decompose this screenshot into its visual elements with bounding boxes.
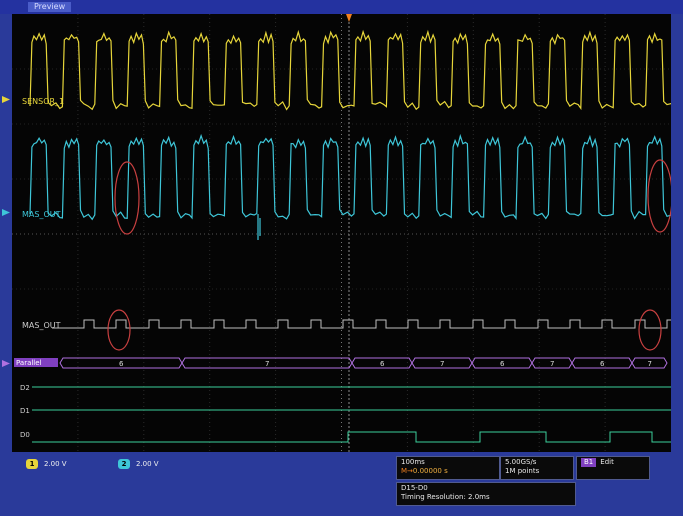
ch1-number-icon: 1: [26, 459, 38, 469]
ch2-ground-marker[interactable]: [2, 209, 10, 216]
bus-segment: [181, 357, 353, 369]
highlight-markers: [107, 159, 671, 351]
trigger-position-icon[interactable]: [346, 14, 352, 22]
ch1-waveform: [29, 29, 671, 111]
ch1-ground-marker[interactable]: [2, 96, 10, 103]
d-mas-label: MAS_OUT: [22, 321, 61, 330]
graticule: [12, 14, 671, 452]
bus-chip-label: Edit: [600, 458, 614, 466]
record-length: 1M points: [505, 467, 540, 475]
timing-resolution: Timing Resolution: 2.0ms: [401, 493, 490, 501]
ch1-scale-chip[interactable]: 1 2.00 V: [26, 458, 67, 470]
mas-out-digital-waveform: [52, 319, 671, 329]
horizontal-readout[interactable]: 100ms M→0.00000 s: [396, 456, 500, 480]
bus-label: Parallel: [16, 359, 42, 367]
waveform-area[interactable]: 6 7 6 7 6 7 6 7 SENSOR_1 MAS_OUT MAS_OUT Parall…: [12, 14, 671, 452]
ch1-label: SENSOR_1: [22, 97, 64, 106]
bus-value: 6: [119, 360, 124, 368]
ch1-scale: 2.00 V: [44, 460, 67, 468]
bottom-readout-bar: 1 2.00 V 2 2.00 V 100ms M→0.00000 s 5.00GS…: [0, 452, 683, 516]
d1-label: D1: [20, 407, 30, 415]
timing-readout[interactable]: D15-D0 Timing Resolution: 2.0ms: [396, 482, 576, 506]
bus-value: 7: [440, 360, 444, 368]
acquisition-readout[interactable]: 5.00GS/s 1M points: [500, 456, 574, 480]
bus-marker[interactable]: [2, 360, 10, 367]
bus-segment: [411, 357, 473, 369]
bus-value: 6: [380, 360, 385, 368]
d0-label: D0: [20, 431, 30, 439]
d2-label: D2: [20, 384, 30, 392]
bus-label-bg: [14, 358, 58, 367]
bus-segment: [631, 357, 668, 369]
bus-value: 7: [648, 360, 652, 368]
bus-value: 7: [550, 360, 554, 368]
highlight-ellipse: [647, 159, 671, 233]
bus-value: 7: [265, 360, 269, 368]
bus-segment: [471, 357, 533, 369]
parallel-bus-waveform: 6 7 6 7 6 7 6 7: [59, 357, 668, 369]
ch2-scale: 2.00 V: [136, 460, 159, 468]
bus-value: 6: [600, 360, 605, 368]
highlight-ellipse: [638, 309, 662, 351]
ch2-waveform: [29, 133, 671, 240]
ch2-number-icon: 2: [118, 459, 130, 469]
ch2-scale-chip[interactable]: 2 2.00 V: [118, 458, 159, 470]
bus-segment: [59, 357, 183, 369]
top-status-bar: Preview: [0, 0, 683, 14]
timing-channels: D15-D0: [401, 484, 428, 492]
bus-segment: [351, 357, 413, 369]
bus-segment: [571, 357, 633, 369]
highlight-ellipse: [107, 309, 131, 351]
bus-value: 6: [500, 360, 505, 368]
bus-segment: [531, 357, 573, 369]
bus-readout[interactable]: B1 Edit: [576, 456, 650, 480]
sample-rate: 5.00GS/s: [505, 458, 537, 466]
time-per-div: 100ms: [401, 458, 425, 466]
highlight-ellipse: [114, 161, 140, 235]
waveform-canvas: 6 7 6 7 6 7 6 7 SENSOR_1 MAS_OUT MAS_OUT Parall…: [12, 14, 671, 452]
trigger-delay-icon: M→: [401, 467, 413, 475]
d0-waveform: [32, 431, 671, 443]
bus-chip: B1: [581, 458, 597, 467]
acquisition-mode-badge[interactable]: Preview: [28, 2, 72, 12]
trigger-position: 0.00000 s: [412, 467, 448, 475]
ch2-label: MAS_OUT: [22, 210, 61, 219]
